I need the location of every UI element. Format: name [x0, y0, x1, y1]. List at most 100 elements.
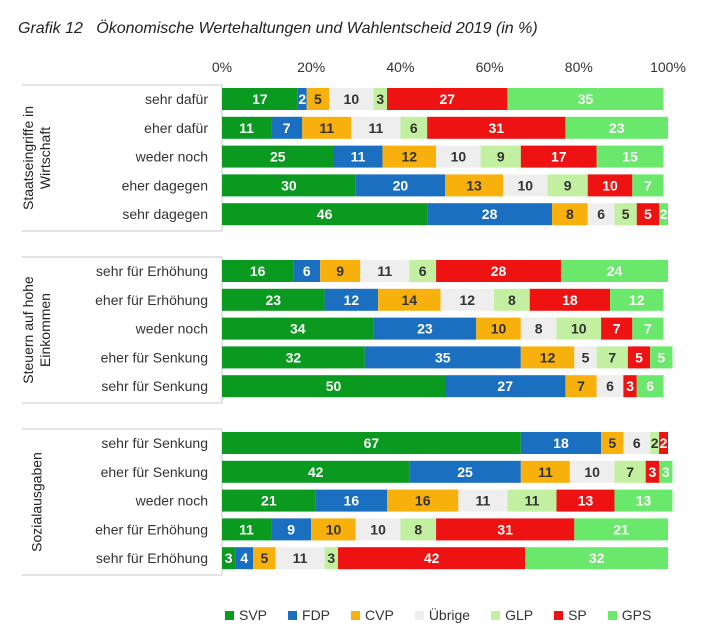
bar-data-label: 10 — [326, 521, 342, 537]
bar-data-label: 3 — [662, 464, 670, 480]
bar-data-label: 6 — [633, 435, 641, 451]
category-label: eher für Erhöhung — [95, 521, 208, 537]
x-tick-label: 0% — [212, 59, 232, 75]
category-label: sehr für Erhöhung — [96, 550, 208, 566]
legend-swatch — [288, 610, 298, 620]
bar-data-label: 4 — [240, 550, 248, 566]
bar-data-label: 18 — [553, 435, 569, 451]
legend-label: GLP — [505, 607, 534, 623]
bar-data-label: 16 — [415, 493, 431, 509]
legend-item-übrige: Übrige — [414, 607, 470, 623]
bar-segment-gps — [632, 174, 664, 197]
stacked-bar-chart: 0% 20% 40% 60% 80% 100% Staatseingriffe in Wirt… — [20, 59, 686, 576]
bar-segment-fdp — [271, 116, 303, 139]
bar-data-label: 34 — [290, 321, 306, 337]
bar-segment-cvp — [601, 432, 624, 454]
legend-item-gps: GPS — [607, 607, 652, 623]
bar-segment-fdp — [297, 88, 307, 110]
legend-swatch — [414, 610, 424, 620]
bar-segment-fdp — [324, 288, 379, 311]
category-label: eher dagegen — [122, 177, 208, 193]
bar-segment-svp — [222, 547, 236, 570]
bar-segment-übrige — [502, 174, 548, 197]
category-label: eher dafür — [144, 120, 208, 136]
legend-swatch — [554, 610, 564, 620]
bar-segment-fdp — [520, 432, 602, 454]
bar-data-label: 5 — [314, 91, 322, 107]
bar-data-label: 6 — [419, 263, 427, 279]
bar-segment-cvp — [382, 145, 437, 168]
bar-data-label: 11 — [525, 493, 540, 509]
bar-data-label: 35 — [435, 349, 451, 365]
bar-data-label: 14 — [402, 292, 418, 308]
bar-segment-fdp — [427, 203, 553, 226]
bar-segment-glp — [324, 547, 338, 570]
bar-segment-übrige — [569, 460, 615, 483]
category-label: sehr für Erhöhung — [96, 263, 208, 279]
legend-label: SVP — [239, 607, 268, 623]
group-label: Sozialausgaben — [29, 452, 45, 552]
bar-data-label: 11 — [476, 493, 491, 509]
bar-segment-gps — [565, 116, 668, 139]
x-tick-label: 100% — [650, 59, 686, 75]
bar-data-label: 6 — [410, 120, 418, 136]
bar-data-label: 28 — [491, 263, 507, 279]
legend-swatch — [491, 610, 501, 620]
bar-data-label: 9 — [336, 263, 344, 279]
bar-data-label: 5 — [644, 206, 652, 222]
bar-segment-fdp — [315, 489, 388, 512]
legend-swatch — [351, 610, 361, 620]
bar-data-label: 16 — [344, 493, 360, 509]
bar-segment-cvp — [302, 116, 352, 139]
bar-data-label: 12 — [540, 349, 556, 365]
bar-data-label: 7 — [613, 321, 621, 337]
bar-data-label: 21 — [261, 493, 277, 509]
bar-segment-svp — [222, 174, 356, 197]
bar-segment-cvp — [520, 346, 575, 369]
bar-segment-gps — [659, 203, 668, 226]
category-label: sehr für Senkung — [101, 435, 208, 451]
bar-data-label: 13 — [466, 177, 482, 193]
group-label: Steuern auf hohe — [20, 276, 36, 384]
bar-data-label: 2 — [298, 91, 306, 107]
bar-segment-sp — [556, 489, 615, 512]
bar-data-label: 10 — [602, 177, 618, 193]
bar-segment-fdp — [235, 547, 254, 570]
bar-data-label: 8 — [566, 206, 574, 222]
bar-segment-gps — [560, 260, 668, 282]
bar-segment-sp — [387, 88, 508, 110]
bar-segment-glp — [400, 518, 437, 541]
bar-segment-glp — [596, 346, 628, 369]
bar-data-label: 5 — [657, 349, 665, 365]
bar-segment-svp — [222, 518, 272, 541]
category-label: sehr dafür — [145, 91, 208, 107]
bar-segment-cvp — [445, 174, 503, 197]
bar-data-label: 50 — [326, 378, 342, 394]
bar-data-label: 23 — [417, 321, 433, 337]
bar-segment-svp — [222, 375, 445, 398]
category-label: weder noch — [135, 149, 208, 165]
bar-segment-sp — [436, 260, 561, 282]
category-label: sehr für Senkung — [101, 378, 208, 394]
x-tick-label: 60% — [476, 59, 504, 75]
bar-data-label: 23 — [266, 292, 282, 308]
bar-segment-übrige — [440, 288, 495, 311]
bar-segment-glp — [556, 317, 602, 340]
bar-data-label: 11 — [319, 120, 334, 136]
bar-data-label: 11 — [538, 464, 553, 480]
bar-segment-sp — [627, 346, 651, 369]
legend-label: GPS — [621, 607, 652, 623]
bar-data-label: 8 — [535, 321, 543, 337]
category-label: eher für Erhöhung — [95, 292, 208, 308]
legend-item-fdp: FDP — [288, 607, 330, 623]
bar-segment-sp — [623, 375, 637, 398]
bar-segment-gps — [610, 288, 664, 311]
bar-segment-gps — [659, 460, 673, 483]
bar-data-label: 6 — [597, 206, 605, 222]
bar-segment-glp — [373, 88, 388, 110]
bar-segment-svp — [222, 317, 374, 340]
bar-data-label: 25 — [270, 149, 286, 165]
bar-segment-fdp — [333, 145, 383, 168]
bar-segment-sp — [436, 518, 575, 541]
bar-data-label: 31 — [497, 521, 513, 537]
